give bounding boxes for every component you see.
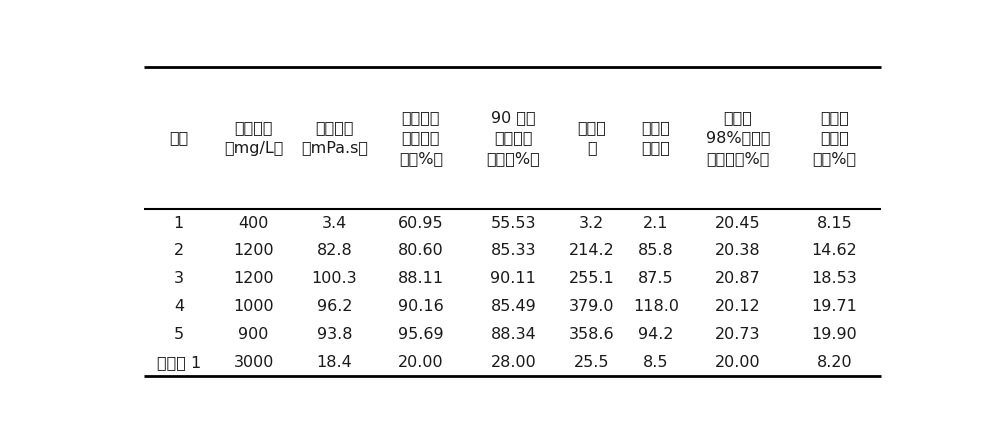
Text: 机械剪切
粘度保留
率（%）: 机械剪切 粘度保留 率（%） [399,110,443,166]
Text: 3: 3 [174,271,184,286]
Text: 编号: 编号 [169,130,188,146]
Text: 90.11: 90.11 [490,271,536,286]
Text: 3.4: 3.4 [322,216,347,231]
Text: 18.4: 18.4 [316,355,352,370]
Text: 55.53: 55.53 [491,216,536,231]
Text: 95.69: 95.69 [398,327,444,342]
Text: 118.0: 118.0 [633,299,679,314]
Text: 87.5: 87.5 [638,271,674,286]
Text: 28.00: 28.00 [490,355,536,370]
Text: 400: 400 [238,216,269,231]
Text: 含水率
98%时采收
率程度（%）: 含水率 98%时采收 率程度（%） [706,110,770,166]
Text: 100.3: 100.3 [311,271,357,286]
Text: 20.12: 20.12 [715,299,761,314]
Text: 5: 5 [174,327,184,342]
Text: 90 天老
化粘度保
留率（%）: 90 天老 化粘度保 留率（%） [486,110,540,166]
Text: 358.6: 358.6 [569,327,614,342]
Text: 14.62: 14.62 [812,243,857,258]
Text: 19.71: 19.71 [811,299,857,314]
Text: 19.90: 19.90 [812,327,857,342]
Text: 20.00: 20.00 [398,355,444,370]
Text: 96.2: 96.2 [317,299,352,314]
Text: 90.16: 90.16 [398,299,444,314]
Text: 4: 4 [174,299,184,314]
Text: 8.15: 8.15 [817,216,852,231]
Text: 255.1: 255.1 [569,271,614,286]
Text: 1: 1 [174,216,184,231]
Text: 1000: 1000 [233,299,274,314]
Text: 94.2: 94.2 [638,327,674,342]
Text: 93.8: 93.8 [317,327,352,342]
Text: 20.45: 20.45 [715,216,761,231]
Text: 1200: 1200 [233,243,274,258]
Text: 比较例 1: 比较例 1 [157,355,201,370]
Text: 20.00: 20.00 [715,355,761,370]
Text: 阻力系
数: 阻力系 数 [577,120,606,156]
Text: 3.2: 3.2 [579,216,604,231]
Text: 85.33: 85.33 [491,243,536,258]
Text: 1200: 1200 [233,271,274,286]
Text: 20.73: 20.73 [715,327,761,342]
Text: 溶液浓度
（mg/L）: 溶液浓度 （mg/L） [224,120,283,156]
Text: 88.11: 88.11 [398,271,444,286]
Text: 残余阻
力系数: 残余阻 力系数 [641,120,670,156]
Text: 8.20: 8.20 [817,355,852,370]
Text: 60.95: 60.95 [398,216,444,231]
Text: 溶液粘度
（mPa.s）: 溶液粘度 （mPa.s） [301,120,368,156]
Text: 80.60: 80.60 [398,243,444,258]
Text: 20.38: 20.38 [715,243,761,258]
Text: 88.34: 88.34 [490,327,536,342]
Text: 85.8: 85.8 [638,243,674,258]
Text: 2.1: 2.1 [643,216,669,231]
Text: 900: 900 [238,327,269,342]
Text: 2: 2 [174,243,184,258]
Text: 85.49: 85.49 [490,299,536,314]
Text: 提高采
收率程
度（%）: 提高采 收率程 度（%） [812,110,856,166]
Text: 18.53: 18.53 [812,271,857,286]
Text: 25.5: 25.5 [574,355,609,370]
Text: 3000: 3000 [233,355,274,370]
Text: 20.87: 20.87 [715,271,761,286]
Text: 82.8: 82.8 [316,243,352,258]
Text: 214.2: 214.2 [569,243,614,258]
Text: 8.5: 8.5 [643,355,669,370]
Text: 379.0: 379.0 [569,299,614,314]
